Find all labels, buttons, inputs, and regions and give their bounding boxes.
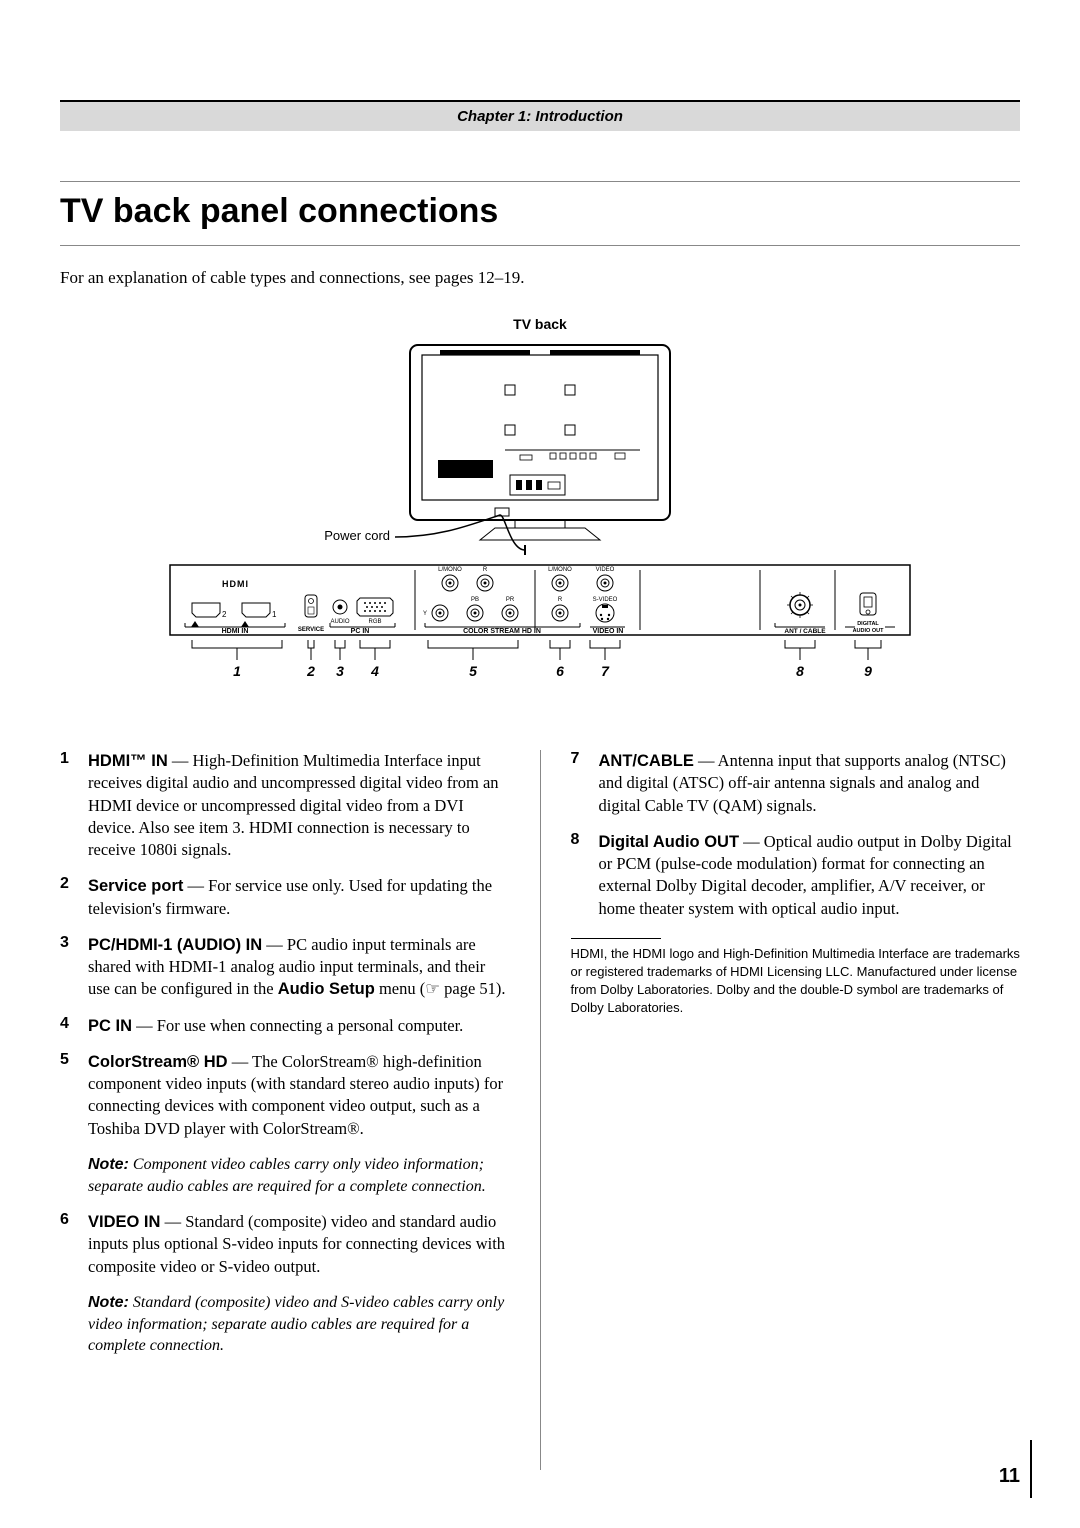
- note-text: Component video cables carry only video …: [88, 1156, 486, 1195]
- item-title: ColorStream® HD: [88, 1053, 228, 1071]
- svg-text:5: 5: [469, 663, 477, 679]
- item-title: PC IN: [88, 1017, 132, 1035]
- item-title: VIDEO IN: [88, 1213, 160, 1231]
- svg-text:PR: PR: [506, 597, 515, 603]
- item-text: — For use when connecting a personal com…: [132, 1016, 463, 1035]
- svg-text:Y: Y: [423, 611, 427, 617]
- svg-text:R: R: [483, 567, 488, 573]
- svg-text:AUDIO: AUDIO: [330, 619, 349, 625]
- svg-text:DIGITAL: DIGITAL: [857, 621, 879, 627]
- svg-text:1: 1: [272, 610, 277, 619]
- page-number: 11: [999, 1465, 1020, 1488]
- svg-text:8: 8: [796, 663, 804, 679]
- svg-text:PC IN: PC IN: [351, 628, 370, 635]
- svg-text:L/MONO: L/MONO: [548, 567, 572, 573]
- list-item: 7 ANT/CABLE — Antenna input that support…: [571, 750, 1021, 817]
- power-cord-label: Power cord: [324, 528, 390, 543]
- svg-text:R: R: [558, 597, 563, 603]
- list-item: 4 PC IN — For use when connecting a pers…: [60, 1015, 510, 1037]
- item-title: Digital Audio OUT: [599, 833, 740, 851]
- note-label: Note:: [88, 1294, 129, 1311]
- inline-bold: Audio Setup: [278, 980, 375, 998]
- svg-text:SERVICE: SERVICE: [298, 627, 324, 633]
- svg-text:9: 9: [864, 663, 872, 679]
- svg-text:3: 3: [336, 663, 344, 679]
- list-item: 1 HDMI™ IN — High-Definition Multimedia …: [60, 750, 510, 861]
- note-label: Note:: [88, 1156, 129, 1173]
- item-number: 7: [571, 750, 599, 817]
- svg-text:7: 7: [601, 663, 610, 679]
- svg-text:4: 4: [370, 663, 379, 679]
- footnote-text: HDMI, the HDMI logo and High-Definition …: [571, 945, 1021, 1018]
- svg-text:S-VIDEO: S-VIDEO: [593, 597, 618, 603]
- svg-text:HDMI: HDMI: [222, 579, 249, 589]
- left-column: 1 HDMI™ IN — High-Definition Multimedia …: [60, 750, 510, 1470]
- column-divider: [540, 750, 541, 1470]
- item-number: 2: [60, 875, 88, 920]
- svg-text:AUDIO OUT: AUDIO OUT: [853, 628, 885, 634]
- footnote-rule: [571, 938, 661, 939]
- item-number: 3: [60, 934, 88, 1001]
- note-text: Standard (composite) video and S-video c…: [88, 1294, 504, 1354]
- item-number: 1: [60, 750, 88, 861]
- list-item: 6 VIDEO IN — Standard (composite) video …: [60, 1211, 510, 1278]
- note-block: Note: Standard (composite) video and S-v…: [88, 1292, 510, 1357]
- svg-text:2: 2: [222, 610, 227, 619]
- list-item: 2 Service port — For service use only. U…: [60, 875, 510, 920]
- item-title: ANT/CABLE: [599, 752, 694, 770]
- item-title: Service port: [88, 877, 183, 895]
- svg-text:L/MONO: L/MONO: [438, 567, 462, 573]
- item-title: HDMI™ IN: [88, 752, 168, 770]
- tv-back-diagram: Power cord HDMI 2 1 HDMI IN SERVICE: [160, 340, 920, 710]
- diagram-title: TV back: [60, 316, 1020, 332]
- chapter-bar: Chapter 1: Introduction: [60, 100, 1020, 131]
- intro-text: For an explanation of cable types and co…: [60, 268, 1020, 288]
- svg-text:COLOR STREAM HD IN: COLOR STREAM HD IN: [463, 628, 541, 635]
- svg-text:PB: PB: [471, 597, 479, 603]
- item-number: 8: [571, 831, 599, 920]
- right-column: 7 ANT/CABLE — Antenna input that support…: [571, 750, 1021, 1470]
- svg-text:ANT / CABLE: ANT / CABLE: [784, 628, 826, 635]
- note-block: Note: Component video cables carry only …: [88, 1154, 510, 1197]
- svg-text:HDMI IN: HDMI IN: [222, 628, 249, 635]
- item-text: menu (☞ page 51).: [375, 979, 506, 998]
- item-number: 4: [60, 1015, 88, 1037]
- svg-text:2: 2: [306, 663, 315, 679]
- content-columns: 1 HDMI™ IN — High-Definition Multimedia …: [60, 750, 1020, 1470]
- item-title: PC/HDMI-1 (AUDIO) IN: [88, 936, 262, 954]
- list-item: 8 Digital Audio OUT — Optical audio outp…: [571, 831, 1021, 920]
- list-item: 5 ColorStream® HD — The ColorStream® hig…: [60, 1051, 510, 1140]
- svg-text:1: 1: [233, 663, 241, 679]
- item-number: 6: [60, 1211, 88, 1278]
- svg-text:RGB: RGB: [368, 619, 381, 625]
- list-item: 3 PC/HDMI-1 (AUDIO) IN — PC audio input …: [60, 934, 510, 1001]
- section-title: TV back panel connections: [60, 181, 1020, 246]
- item-number: 5: [60, 1051, 88, 1140]
- diagram-wrap: TV back: [60, 316, 1020, 710]
- page-number-rule: [1030, 1440, 1032, 1498]
- svg-text:VIDEO: VIDEO: [596, 567, 615, 573]
- svg-text:6: 6: [556, 663, 564, 679]
- svg-text:VIDEO IN: VIDEO IN: [593, 628, 624, 635]
